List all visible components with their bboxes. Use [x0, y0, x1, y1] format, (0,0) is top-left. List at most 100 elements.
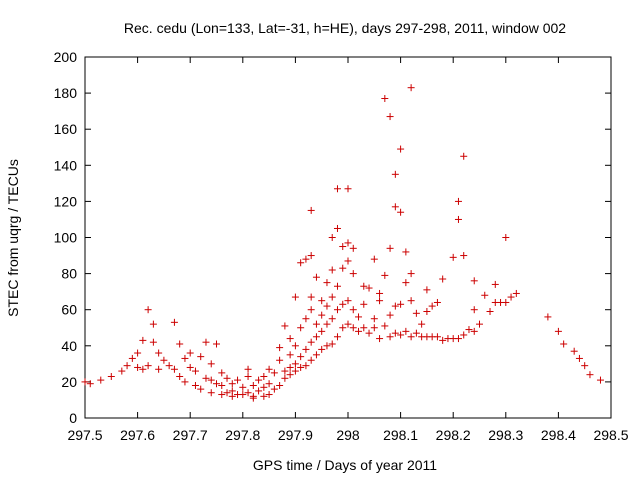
data-point — [270, 385, 278, 393]
data-point — [502, 234, 510, 241]
data-point — [439, 336, 447, 344]
data-point — [333, 306, 341, 314]
data-point — [349, 244, 357, 252]
data-point — [328, 234, 336, 241]
data-point — [333, 224, 341, 232]
data-point — [365, 284, 373, 292]
data-point — [360, 282, 368, 290]
data-point — [228, 380, 236, 388]
data-point — [344, 320, 352, 328]
data-point — [323, 320, 331, 328]
y-tick-label: 180 — [54, 85, 78, 101]
data-point — [276, 344, 284, 352]
data-point — [307, 206, 315, 214]
data-point — [402, 248, 410, 256]
data-point — [333, 333, 341, 341]
data-point — [376, 335, 384, 343]
data-point — [339, 243, 347, 251]
data-point — [155, 349, 163, 357]
data-point — [286, 335, 294, 343]
data-point — [370, 324, 378, 332]
data-point — [333, 185, 341, 193]
data-point — [202, 338, 210, 346]
data-point — [312, 320, 320, 328]
y-tick-label: 40 — [61, 338, 77, 354]
data-point — [360, 324, 368, 332]
data-point — [276, 356, 284, 364]
data-point — [544, 313, 552, 321]
data-point — [586, 371, 594, 379]
x-tick-label: 298.1 — [383, 427, 418, 443]
data-point — [470, 306, 478, 314]
data-point — [191, 367, 199, 375]
data-point — [386, 244, 394, 252]
data-point — [328, 266, 336, 274]
data-point — [307, 338, 315, 346]
data-point — [554, 327, 562, 335]
data-point — [502, 298, 510, 306]
data-point — [86, 380, 94, 388]
data-point — [123, 362, 131, 370]
data-point — [486, 308, 494, 316]
data-point — [234, 376, 242, 384]
data-point — [139, 336, 147, 344]
data-point — [186, 349, 194, 357]
data-point — [391, 170, 399, 178]
data-point — [460, 252, 468, 260]
data-point — [176, 372, 184, 380]
x-tick-label: 298.5 — [593, 427, 628, 443]
data-point — [249, 382, 257, 390]
y-tick-label: 20 — [61, 374, 77, 390]
data-point — [302, 345, 310, 353]
data-point — [491, 280, 499, 288]
data-point — [223, 374, 231, 382]
data-point — [402, 327, 410, 335]
data-point — [391, 302, 399, 310]
data-point — [218, 369, 226, 377]
data-point — [381, 271, 389, 279]
data-point — [428, 302, 436, 310]
data-point — [318, 345, 326, 353]
data-point — [323, 302, 331, 310]
data-point — [307, 306, 315, 314]
data-point — [476, 320, 483, 328]
data-point — [297, 259, 305, 267]
data-point — [302, 315, 310, 323]
data-point — [318, 311, 326, 319]
data-point — [302, 255, 310, 263]
data-point — [197, 385, 205, 393]
y-tick-label: 200 — [54, 49, 78, 65]
data-point — [165, 362, 173, 370]
data-point — [412, 309, 420, 317]
data-point — [318, 297, 326, 305]
data-point — [276, 382, 284, 390]
data-point — [376, 297, 384, 305]
data-point — [228, 387, 236, 395]
y-tick-label: 140 — [54, 157, 78, 173]
data-point — [402, 279, 410, 287]
data-point — [386, 333, 394, 341]
data-point — [218, 391, 226, 399]
x-tick-label: 298.4 — [541, 427, 576, 443]
data-point — [281, 367, 289, 375]
data-point — [223, 389, 231, 397]
data-point — [407, 333, 415, 341]
data-point — [286, 371, 294, 379]
data-point — [339, 324, 347, 332]
y-tick-label: 120 — [54, 193, 78, 209]
data-point — [481, 291, 489, 299]
data-point — [439, 275, 447, 283]
data-point — [176, 340, 184, 348]
data-point — [244, 372, 252, 380]
data-point — [470, 327, 478, 335]
data-point — [418, 320, 426, 328]
data-point — [286, 363, 294, 371]
x-tick-label: 298.2 — [436, 427, 471, 443]
data-point — [260, 383, 268, 391]
data-point — [265, 365, 273, 373]
data-point — [470, 277, 478, 285]
data-point — [355, 327, 363, 335]
data-point — [397, 208, 405, 216]
x-tick-label: 297.7 — [173, 427, 208, 443]
data-point — [323, 279, 331, 287]
